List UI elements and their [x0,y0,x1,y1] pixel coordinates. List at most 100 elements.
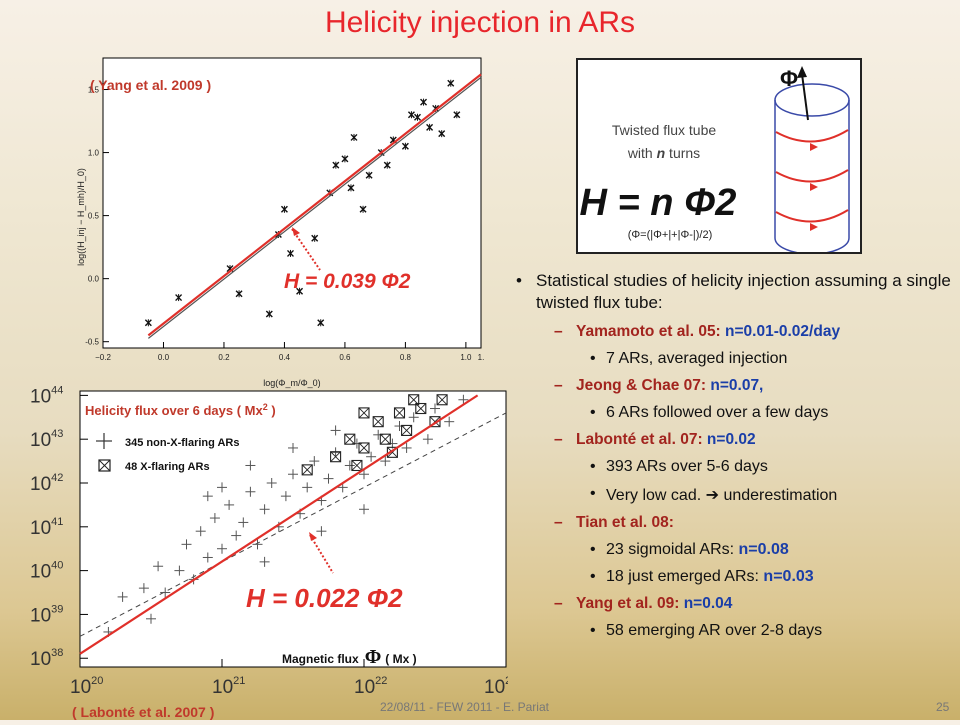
inset-caption-2: with n turns [627,145,700,161]
flaring-point [379,433,391,445]
study-detail: • Very low cad. ➔ underestimation [516,485,954,505]
nonflaring-point [217,543,227,554]
top-data-point [144,319,152,327]
top-data-point [311,234,319,242]
nonflaring-point [181,539,192,550]
bottom-title: Helicity flux over 6 days ( Mx2 ) [85,402,276,418]
nonflaring-point [330,425,341,436]
nonflaring-point [238,517,249,528]
top-fit-line-black [147,76,482,339]
legend-plus: 345 non-X-flaring ARs [96,433,240,449]
nonflaring-point [430,403,440,414]
nonflaring-point [146,613,156,624]
top-ytick-label: -0.5 [85,338,99,347]
study-detail: • 58 emerging AR over 2-8 days [516,622,954,640]
study-item: – Jeong & Chae 07: n=0.07, [516,377,954,395]
bottom-arrow-head [309,532,317,541]
nonflaring-point [408,412,419,423]
nonflaring-point [209,513,220,524]
flaring-point [393,407,406,419]
study-value: n=0.07, [710,377,764,394]
flaring-point [344,433,356,445]
nonflaring-point [217,482,227,493]
nonflaring-point [458,394,469,405]
top-ytick-label: 1.0 [88,149,100,158]
nonflaring-point [117,591,128,602]
bottom-ytick-label: 1042 [30,472,63,495]
top-xtick-label: 0.2 [218,353,230,362]
nonflaring-point [366,451,377,462]
study-dash: – [554,323,563,340]
detail-text: 18 just emerged ARs: [606,568,764,585]
bullet-list: • Statistical studies of helicity injecti… [516,270,954,640]
detail-bullet: • [590,404,596,421]
top-fit-line [147,73,482,337]
nonflaring-point [280,491,291,502]
study-detail: • 6 ARs followed over a few days [516,404,954,422]
top-data-point [438,130,446,138]
nonflaring-point [195,526,206,537]
flaring-point [408,394,420,406]
nonflaring-point [202,552,213,563]
top-data-point [347,184,355,192]
study-detail: • 7 ARs, averaged injection [516,350,954,368]
bottom-arrow-line [309,534,334,574]
study-item: – Yang et al. 09: n=0.04 [516,595,954,613]
top-arrow-line [291,228,321,271]
top-xtick-label: 1. [478,353,485,362]
flaring-point [401,424,413,436]
study-detail: • 18 just emerged ARs: n=0.03 [516,568,954,586]
study-detail: • 393 ARs over 5-6 days [516,458,954,476]
nonflaring-point [316,526,327,537]
top-data-point [175,294,183,302]
study-dash: – [554,514,563,531]
detail-bullet: • [590,541,596,558]
bottom-dashed-line [79,412,507,637]
bottom-formula: H = 0.022 Φ2 [246,583,403,613]
flaring-point [301,464,313,476]
study-value: n=0.01-0.02/day [725,323,841,340]
study-dash: – [554,431,563,448]
top-xtick-label: 0.8 [400,353,412,362]
flaring-point [351,459,363,472]
nonflaring-point [309,456,320,467]
nonflaring-point [174,565,185,576]
top-ytick-label: 0.0 [88,275,100,284]
bottom-xlabel: Magnetic flux Φ( Mx ) [282,646,417,668]
top-formula: H = 0.039 Φ2 [284,270,411,293]
top-ytick-label: 0.5 [88,212,100,221]
flaring-point [330,451,342,463]
nonflaring-point [288,442,298,453]
yang-scatter-svg: 1.5 1.0 0.5 0.0 -0.5 −0.2 0.0 0.2 0.4 0.6 0.8 1.0 1.… [76,57,485,388]
page-number: 25 [936,700,950,714]
nonflaring-point [160,587,171,598]
top-data-point [286,249,294,257]
nonflaring-point [266,478,277,488]
labonte-scatter-plot: Helicity flux over 6 days ( Mx2 ) 345 no… [28,384,517,720]
top-ytick-label: 1.5 [88,86,100,95]
top-data-point [453,111,461,119]
study-author: Tian et al. 08: [576,514,674,531]
study-author: Jeong & Chae 07: [576,377,711,394]
slide-title: Helicity injection in ARs [324,6,636,39]
study-author: Yang et al. 09: [576,595,684,612]
top-data-point [341,155,349,163]
detail-bullet: • [590,568,596,585]
detail-value: n=0.08 [738,541,789,558]
nonflaring-point [344,460,355,471]
nonflaring-point [259,504,270,515]
nonflaring-point [245,460,256,471]
legend-boxed-x: 48 X-flaring ARs [98,459,210,473]
nonflaring-point [323,473,334,484]
top-data-point [350,133,358,141]
top-xtick-label: 0.0 [158,353,170,362]
inset-caption-1: Twisted flux tube [612,122,716,138]
flaring-point [358,407,370,419]
study-item: – Labonté et al. 07: n=0.02 [516,431,954,449]
top-arrow-head [292,227,300,236]
detail-text: 393 ARs over 5-6 days [606,458,768,475]
top-data-point [420,98,428,106]
flux-tube-icon [774,66,850,255]
study-dash: – [554,595,563,612]
nonflaring-point [153,561,164,572]
